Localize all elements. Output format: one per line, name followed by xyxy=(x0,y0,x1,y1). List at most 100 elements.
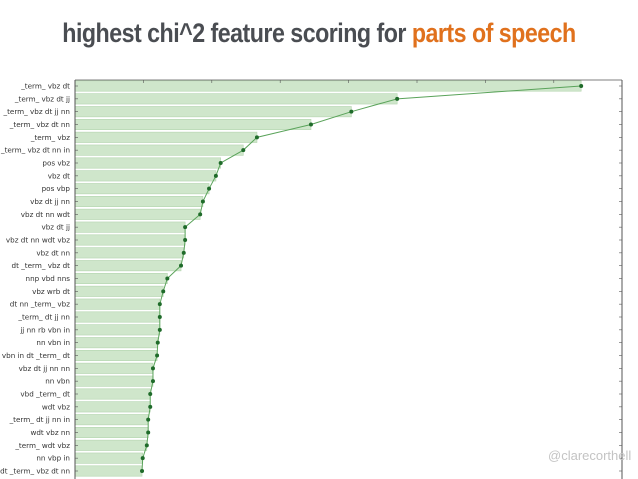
data-point-marker xyxy=(150,366,155,371)
y-tick-label: vbz dt xyxy=(48,171,70,180)
y-tick-label: _term_ vbz dt jj xyxy=(14,94,70,103)
data-point-marker xyxy=(179,263,184,268)
bar xyxy=(74,349,158,361)
y-tick-label: vbz dt jj nn nn xyxy=(19,364,70,373)
bar xyxy=(74,337,159,349)
score-line xyxy=(141,85,582,472)
bar xyxy=(74,170,217,182)
data-point-marker xyxy=(395,96,400,101)
data-point-marker xyxy=(579,84,584,88)
bar xyxy=(74,157,221,169)
bar xyxy=(74,260,182,272)
bar xyxy=(74,439,148,451)
bar xyxy=(74,272,168,284)
data-point-marker xyxy=(207,186,212,191)
data-point-marker xyxy=(165,276,170,281)
y-tick-label: vbz dt jj xyxy=(41,223,70,232)
y-tick-label: pos vbp xyxy=(42,184,71,193)
bar xyxy=(74,452,144,464)
y-tick-label: _term_ vbz dt jj nn xyxy=(3,107,70,116)
y-tick-label: vbz dt jj nn xyxy=(30,197,70,206)
bar xyxy=(74,80,582,92)
bar xyxy=(74,362,154,374)
y-tick-label: dt _term_ vbz dt nn xyxy=(0,467,70,476)
bar xyxy=(74,375,154,387)
bars-group xyxy=(74,80,582,477)
data-point-marker xyxy=(218,161,223,165)
y-tick-label: vbn in dt _term_ dt xyxy=(2,351,70,360)
bar xyxy=(74,426,149,438)
data-point-marker xyxy=(155,340,160,345)
data-point-marker xyxy=(241,148,246,153)
data-point-marker xyxy=(213,173,218,178)
y-tick-label: _term_ vbz dt xyxy=(20,82,70,91)
data-point-marker xyxy=(155,353,160,358)
bar xyxy=(74,401,151,413)
y-tick-label: nnp vbd nns xyxy=(26,274,71,283)
data-point-marker xyxy=(146,430,151,435)
y-tick-label: _term_ vbz dt nn in xyxy=(0,146,70,155)
watermark: @clarecorthell xyxy=(548,448,632,463)
data-point-marker xyxy=(148,392,153,396)
y-tick-label: nn vbp in xyxy=(36,454,70,463)
y-tick-label: pos vbz xyxy=(42,159,70,168)
bar xyxy=(74,106,352,118)
y-tick-label: vbz dt nn wdt xyxy=(21,210,70,219)
bar xyxy=(74,183,210,195)
data-point-marker xyxy=(150,379,155,384)
bar xyxy=(74,285,164,297)
data-point-marker xyxy=(254,135,259,140)
data-point-marker xyxy=(183,225,188,230)
y-tick-label: _term_ vbz xyxy=(30,133,70,142)
y-tick-label: vbz wrb dt xyxy=(32,287,70,296)
y-tick-label: _term_ dt jj nn in xyxy=(9,415,70,424)
bar xyxy=(74,234,186,246)
y-tick-label: vbz dt nn wdt vbz xyxy=(6,236,70,245)
y-tick-label: vbd _term_ dt xyxy=(20,390,70,399)
title-prefix: highest chi^2 feature scoring for xyxy=(62,18,412,48)
y-tick-label: wdt vbz xyxy=(42,402,70,411)
bar xyxy=(74,221,186,233)
y-tick-label: jj nn rb vbn in xyxy=(19,325,70,334)
y-tick-label: dt nn _term_ vbz xyxy=(10,300,70,309)
data-point-marker xyxy=(183,238,188,242)
bar xyxy=(74,208,201,220)
data-point-marker xyxy=(140,469,145,473)
y-tick-label: nn vbn xyxy=(45,377,70,386)
bar xyxy=(74,465,143,477)
data-point-marker xyxy=(148,404,153,409)
score-line-group xyxy=(140,84,584,473)
bar xyxy=(74,324,161,336)
bar xyxy=(74,388,151,400)
bar xyxy=(74,247,185,259)
y-tick-label: _term_ wdt vbz xyxy=(14,441,70,450)
y-tick-label: _term_ vbz dt nn xyxy=(9,120,70,129)
title-accent: parts of speech xyxy=(411,18,576,48)
bar xyxy=(74,196,204,208)
y-tick-label: dt _term_ vbz dt xyxy=(12,261,71,270)
data-point-marker xyxy=(146,417,151,422)
y-tick-label: _term_ dt jj nn xyxy=(17,313,70,322)
bar xyxy=(74,131,258,143)
y-tick-label: nn vbn in xyxy=(36,338,70,347)
bar xyxy=(74,119,312,131)
y-tick-label: vbz dt nn xyxy=(36,248,70,257)
page-title: highest chi^2 feature scoring for parts … xyxy=(45,18,594,49)
bar xyxy=(74,414,149,426)
data-point-marker xyxy=(308,122,313,127)
data-point-marker xyxy=(181,250,186,255)
data-point-marker xyxy=(157,315,162,319)
data-point-marker xyxy=(157,327,162,332)
data-point-marker xyxy=(157,302,162,307)
data-point-marker xyxy=(200,199,205,204)
bar xyxy=(74,298,161,310)
data-point-marker xyxy=(140,456,145,461)
y-axis-labels: _term_ vbz dt _term_ vbz dt jj _term_ vbz … xyxy=(0,82,70,476)
data-point-marker xyxy=(161,289,166,294)
bar xyxy=(74,311,161,323)
data-point-marker xyxy=(349,109,354,114)
bar xyxy=(74,144,244,156)
y-tick-label: wdt vbz nn xyxy=(30,428,70,437)
bar xyxy=(74,93,398,105)
